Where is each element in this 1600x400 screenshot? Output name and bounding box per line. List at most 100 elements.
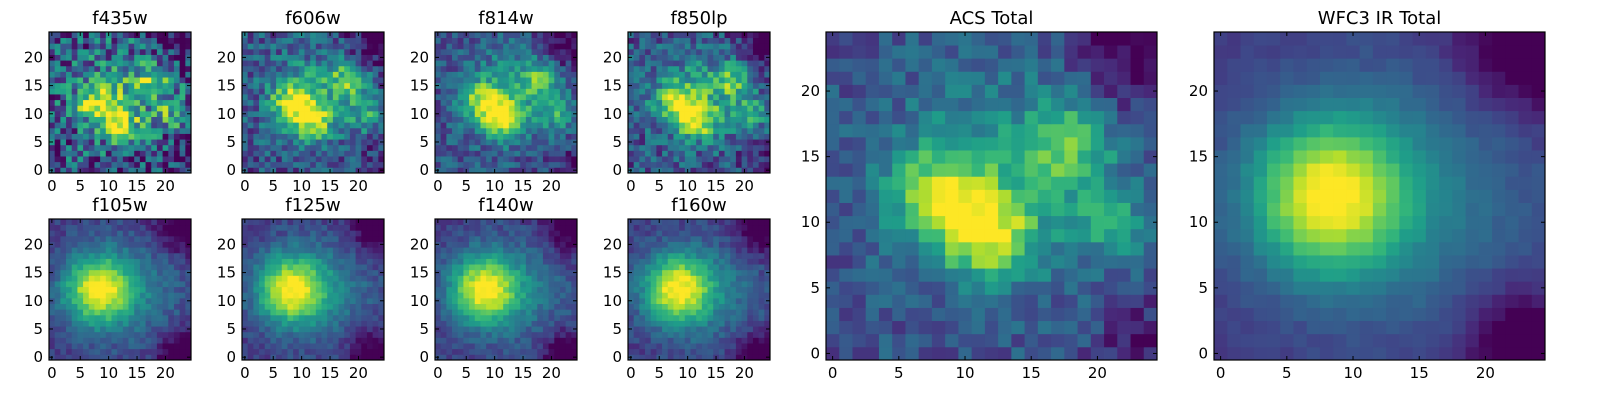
heatmap-cell: [537, 258, 544, 265]
heatmap-cell: [66, 247, 73, 254]
heatmap-cell: [270, 127, 277, 134]
heatmap-cell: [548, 150, 555, 157]
heatmap-cell: [639, 43, 646, 50]
heatmap-cell: [156, 343, 163, 350]
heatmap-cell: [88, 247, 95, 254]
heatmap-cell: [571, 252, 578, 259]
heatmap-cell: [253, 241, 260, 248]
heatmap-cell: [242, 235, 249, 242]
heatmap-cell: [696, 337, 703, 344]
heatmap-cell: [264, 331, 271, 338]
heatmap-cell: [548, 110, 555, 117]
heatmap-cell: [508, 43, 515, 50]
heatmap-cell: [54, 224, 61, 231]
heatmap-cell: [514, 281, 521, 288]
heatmap-cell: [452, 77, 459, 84]
heatmap-cell: [355, 48, 362, 55]
heatmap-cell: [486, 331, 493, 338]
heatmap-cell: [338, 133, 345, 140]
heatmap-cell: [151, 161, 158, 168]
heatmap-cell: [49, 161, 56, 168]
heatmap-cell: [497, 314, 504, 321]
heatmap-cell: [100, 156, 107, 163]
heatmap-cell: [71, 337, 78, 344]
heatmap-cell: [514, 348, 521, 355]
heatmap-cell: [151, 275, 158, 282]
heatmap-cell: [122, 32, 129, 39]
heatmap-cell: [741, 99, 748, 106]
heatmap-cell: [497, 281, 504, 288]
heatmap-cell: [537, 43, 544, 50]
heatmap-cell: [707, 37, 714, 44]
heatmap-cell: [332, 247, 339, 254]
heatmap-cell: [173, 354, 181, 361]
heatmap-cell: [673, 144, 680, 151]
heatmap-cell: [247, 139, 254, 146]
heatmap-cell: [696, 343, 703, 350]
heatmap-cell: [554, 161, 561, 168]
heatmap-cell: [287, 241, 294, 248]
heatmap-cell: [480, 219, 487, 226]
heatmap-cell: [264, 60, 271, 67]
heatmap-cell: [707, 105, 714, 112]
heatmap-cell: [71, 281, 78, 288]
heatmap-cell: [276, 37, 283, 44]
heatmap-cell: [270, 37, 277, 44]
heatmap-cell: [344, 43, 351, 50]
heatmap-cell: [701, 343, 708, 350]
heatmap-cell: [151, 54, 158, 61]
heatmap-cell: [332, 133, 339, 140]
heatmap-cell: [151, 65, 158, 72]
heatmap-cell: [105, 161, 112, 168]
heatmap-cell: [77, 337, 84, 344]
heatmap-cell: [247, 343, 254, 350]
heatmap-cell: [134, 48, 141, 55]
heatmap-cell: [372, 275, 379, 282]
heatmap-cell: [474, 77, 481, 84]
heatmap-cell: [463, 43, 470, 50]
heatmap-cell: [77, 230, 84, 237]
heatmap-cell: [179, 139, 186, 146]
heatmap-cell: [537, 37, 544, 44]
heatmap-cell: [253, 275, 260, 282]
heatmap-cell: [361, 230, 368, 237]
heatmap-cell: [54, 314, 61, 321]
heatmap-cell: [520, 65, 527, 72]
heatmap-cell: [94, 252, 101, 259]
heatmap-cell: [741, 122, 748, 129]
heatmap-cell: [446, 292, 453, 299]
heatmap-cell: [440, 156, 447, 163]
heatmap-cell: [253, 54, 260, 61]
heatmap-cell: [293, 127, 300, 134]
heatmap-cell: [571, 235, 578, 242]
heatmap-cell: [480, 99, 487, 106]
heatmap-cell: [162, 326, 169, 333]
heatmap-cell: [639, 82, 646, 89]
heatmap-cell: [554, 269, 561, 276]
heatmap-cell: [673, 167, 680, 174]
heatmap-cell: [469, 144, 476, 151]
heatmap-cell: [327, 82, 334, 89]
heatmap-cell: [679, 122, 686, 129]
heatmap-cell: [304, 309, 311, 316]
heatmap-cell: [650, 281, 657, 288]
heatmap-cell: [486, 309, 493, 316]
heatmap-cell: [662, 54, 669, 61]
heatmap-cell: [259, 314, 266, 321]
heatmap-cell: [242, 65, 249, 72]
heatmap-cell: [105, 286, 112, 293]
heatmap-cell: [571, 258, 578, 265]
heatmap-cell: [145, 167, 152, 174]
heatmap-cell: [645, 122, 652, 129]
heatmap-cell: [253, 150, 260, 157]
heatmap-cell: [293, 156, 300, 163]
heatmap-cell: [361, 241, 368, 248]
heatmap-cell: [667, 314, 674, 321]
heatmap-cell: [673, 286, 680, 293]
heatmap-cell: [242, 71, 249, 78]
heatmap-cell: [298, 127, 305, 134]
heatmap-cell: [690, 297, 697, 304]
heatmap-cell: [548, 235, 555, 242]
heatmap-cell: [315, 258, 322, 265]
heatmap-cell: [287, 43, 294, 50]
